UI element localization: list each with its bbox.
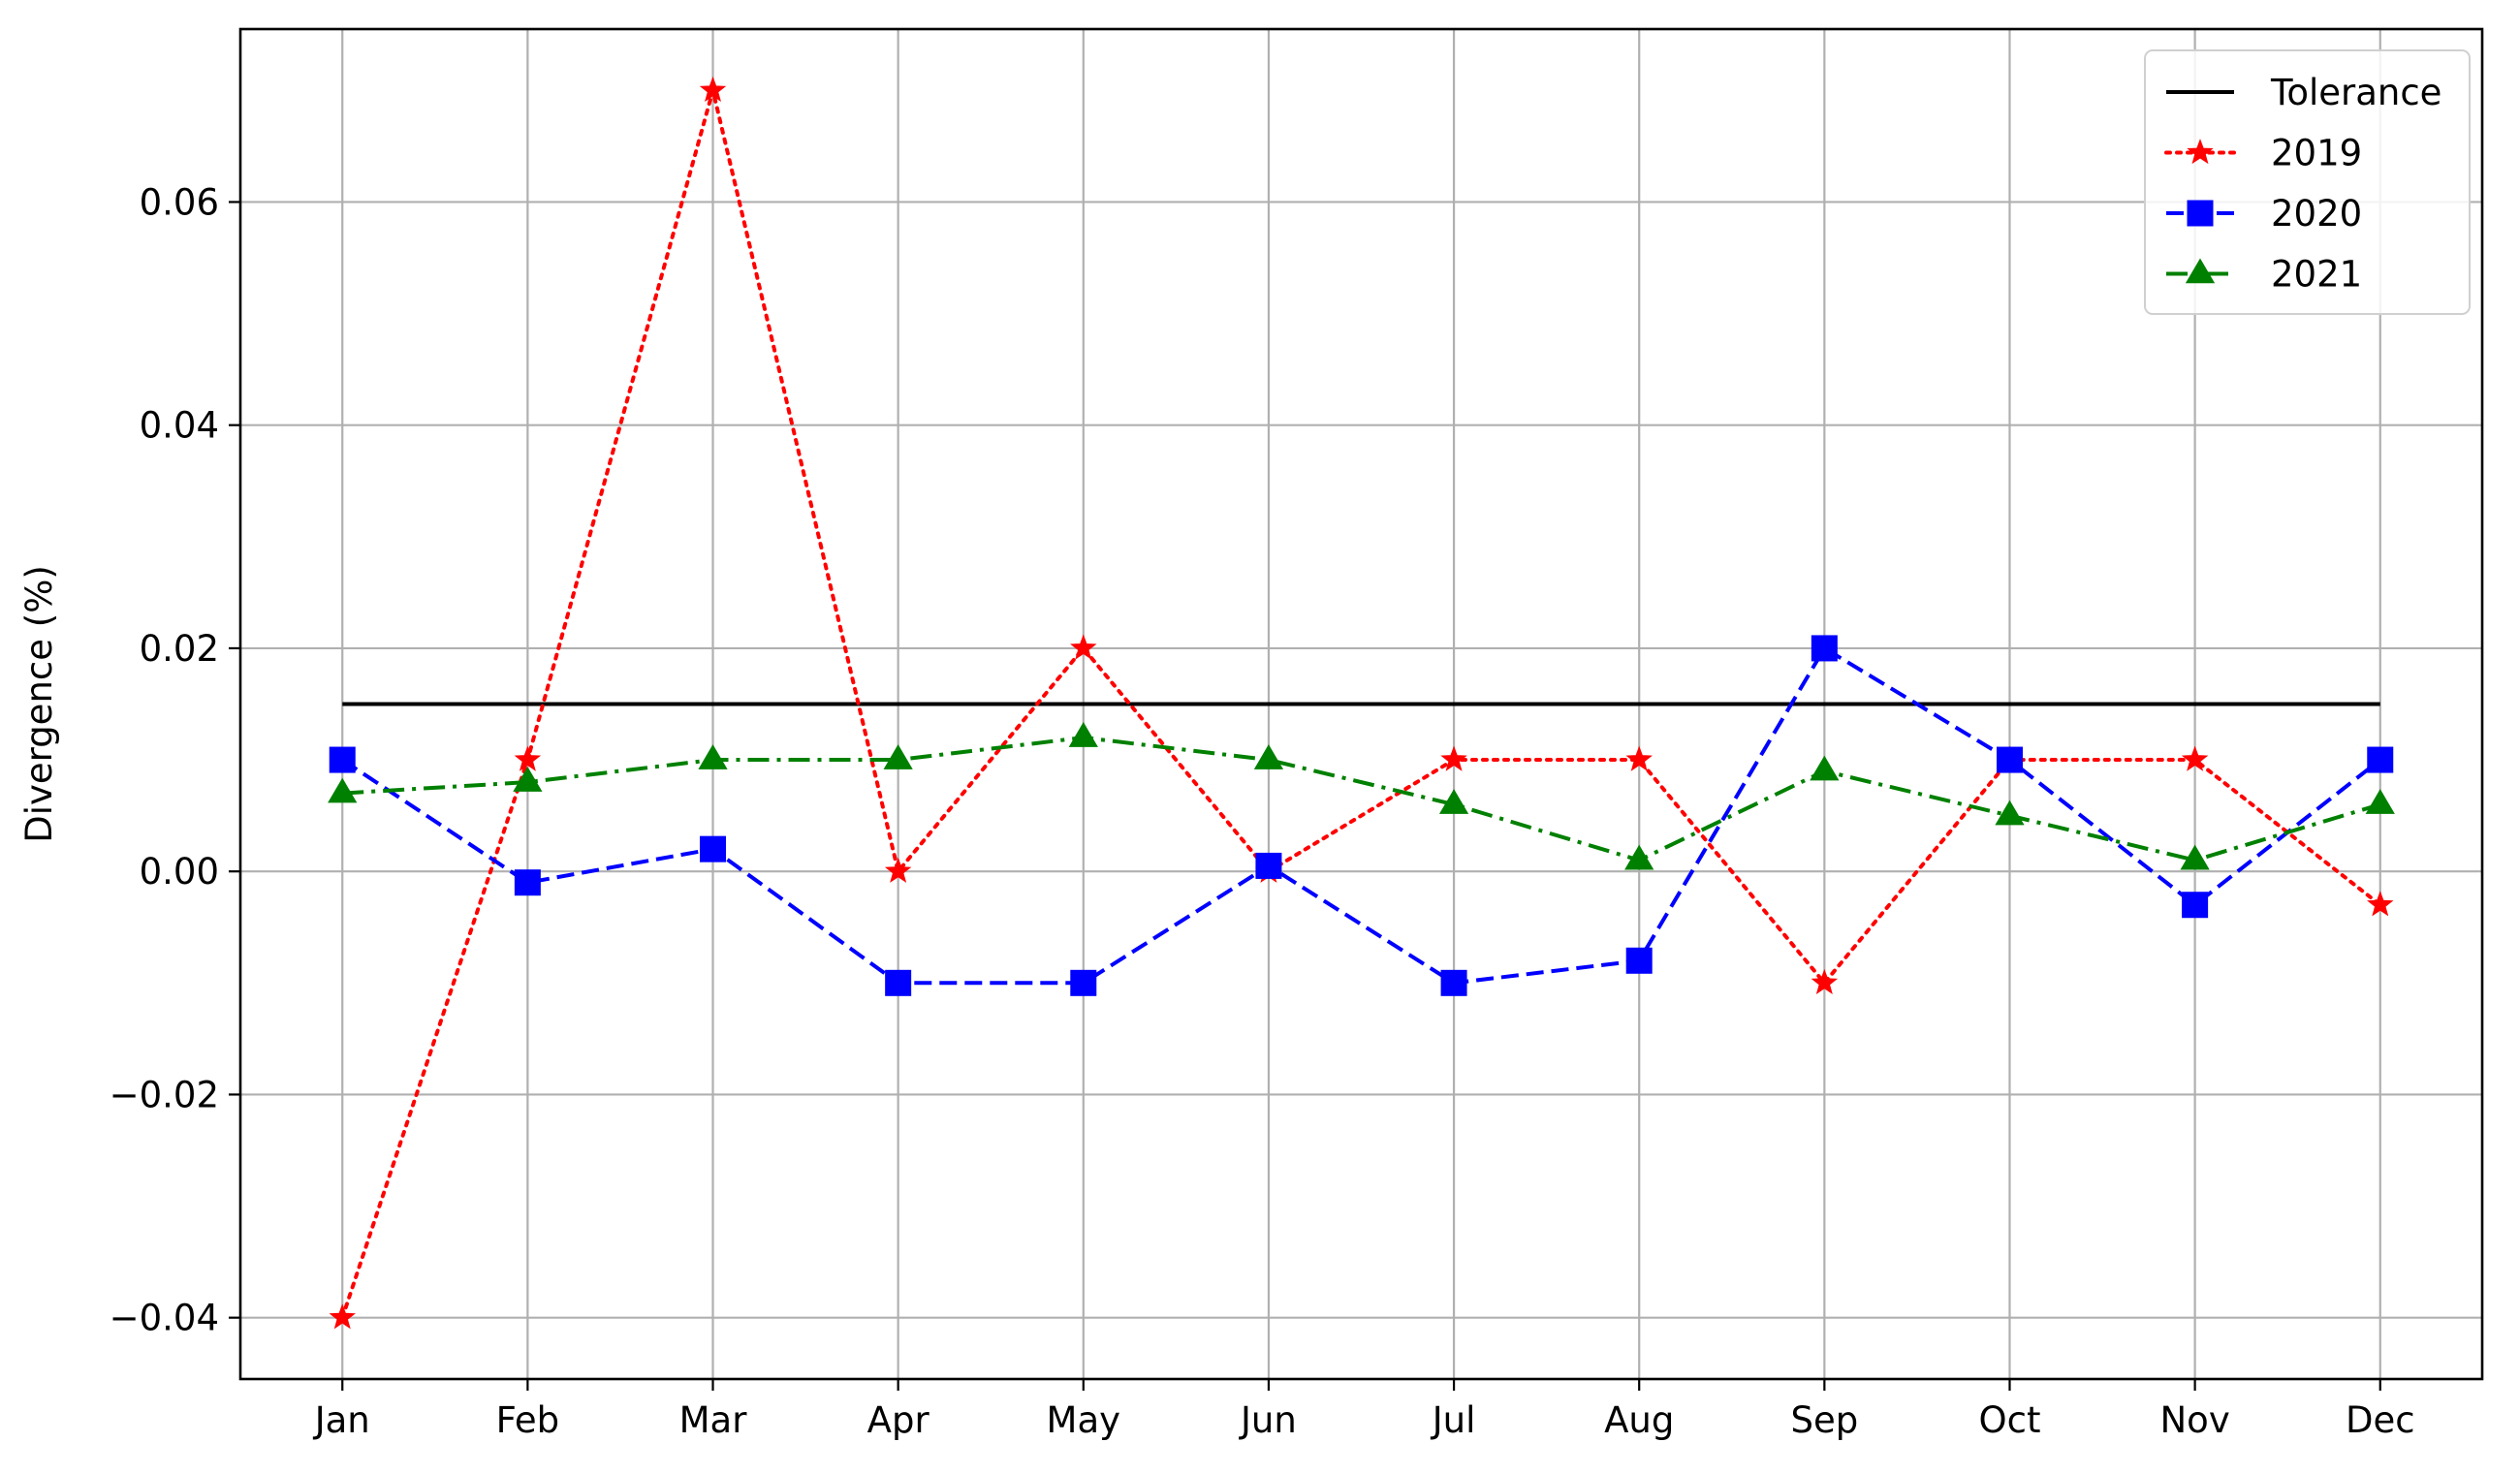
data-point-2021-oct (1995, 800, 2025, 826)
legend-label-tolerance: Tolerance (2270, 72, 2441, 113)
data-point-2020-feb (514, 869, 541, 896)
x-axis-ticks: Jan Feb Mar Apr May Jun Jul Aug Sep Oct Nov Dec (313, 1379, 2415, 1441)
legend-item-2019[interactable]: 2019 (2164, 133, 2362, 174)
data-point-2021-dec (2365, 789, 2395, 814)
series-2020 (329, 635, 2394, 996)
y-axis-ticks: −0.04 −0.02 0.00 0.02 0.04 0.06 (110, 181, 240, 1339)
data-point-2020-apr (885, 969, 912, 996)
legend-label-2020: 2020 (2271, 193, 2362, 235)
data-point-2020-sep (1811, 635, 1838, 662)
series-2021 (328, 722, 2395, 870)
data-point-2020-jun (1255, 852, 1282, 879)
data-point-2021-apr (883, 744, 913, 769)
legend-box (2144, 49, 2471, 315)
x-tick-label: Jul (1431, 1399, 1476, 1441)
data-point-2021-sep (1810, 755, 1840, 781)
data-point-2020-jan (329, 746, 356, 773)
x-tick-label: May (1047, 1399, 1121, 1441)
data-point-2019-mar (699, 76, 727, 102)
x-tick-label: Jan (313, 1399, 370, 1441)
data-point-2021-aug (1624, 844, 1654, 870)
data-point-2020-may (1070, 969, 1097, 996)
data-point-2021-may (1068, 722, 1098, 747)
data-point-2020-mar (700, 835, 727, 862)
data-point-2020-nov (2182, 892, 2209, 919)
x-tick-label: Jun (1239, 1399, 1297, 1441)
data-point-2021-mar (698, 744, 728, 769)
data-point-2019-aug (1625, 745, 1653, 771)
series-lines (328, 76, 2395, 1330)
y-tick-label: −0.04 (110, 1298, 219, 1339)
legend-item-2020[interactable]: 2020 (2166, 193, 2362, 235)
x-tick-label: Dec (2346, 1399, 2415, 1441)
legend[interactable]: Tolerance 2019 2020 2021 (2144, 49, 2471, 315)
x-tick-label: Sep (1790, 1399, 1858, 1441)
data-point-2019-may (1070, 634, 1097, 660)
x-tick-label: Feb (496, 1399, 560, 1441)
data-point-2019-feb (514, 745, 542, 771)
series-line-2019 (340, 88, 2382, 1320)
data-point-2019-apr (884, 857, 912, 883)
y-axis-label: Divergence (%) (18, 565, 60, 843)
data-point-2019-sep (1811, 968, 1839, 994)
data-point-2021-nov (2180, 844, 2210, 870)
x-tick-label: Apr (867, 1399, 930, 1441)
legend-marker-2021 (2185, 258, 2216, 284)
data-point-2020-oct (1996, 746, 2023, 773)
data-point-2020-dec (2367, 746, 2394, 773)
data-point-2020-jul (1440, 969, 1467, 996)
data-point-2021-jun (1253, 744, 1284, 769)
legend-item-2021[interactable]: 2021 (2166, 254, 2362, 296)
legend-marker-2019 (2187, 139, 2214, 165)
legend-marker-2020 (2187, 200, 2214, 227)
y-tick-label: 0.00 (140, 851, 219, 893)
plot-area-frame (238, 27, 2484, 1381)
data-point-2021-feb (513, 767, 543, 792)
x-tick-label: Nov (2160, 1399, 2230, 1441)
data-point-2019-dec (2367, 891, 2394, 917)
data-point-2021-jul (1438, 789, 1469, 814)
legend-label-2021: 2021 (2271, 254, 2362, 296)
y-tick-label: 0.04 (140, 405, 219, 447)
data-point-2020-aug (1625, 947, 1653, 974)
series-line-2020 (341, 645, 2381, 986)
data-point-2019-jan (329, 1303, 356, 1330)
data-point-2019-jul (1440, 745, 1467, 771)
legend-label-2019: 2019 (2271, 133, 2362, 174)
y-tick-label: 0.06 (140, 181, 219, 223)
data-point-2019-nov (2181, 745, 2209, 771)
x-tick-label: Mar (679, 1399, 748, 1441)
legend-item-tolerance[interactable]: Tolerance (2166, 72, 2441, 113)
x-tick-label: Oct (1978, 1399, 2040, 1441)
y-tick-label: 0.02 (140, 628, 219, 670)
data-point-2021-jan (328, 777, 358, 803)
x-tick-label: Aug (1604, 1399, 1674, 1441)
series-line-2021 (342, 736, 2381, 862)
y-tick-label: −0.02 (110, 1074, 219, 1115)
